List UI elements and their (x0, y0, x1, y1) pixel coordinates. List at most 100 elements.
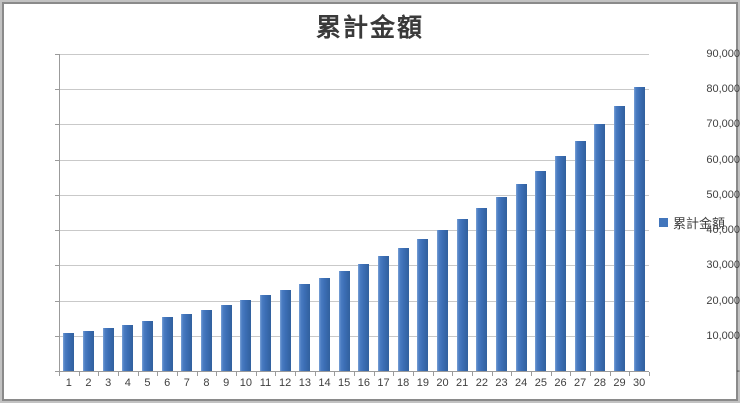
x-axis-tick-label: 10 (239, 377, 252, 389)
x-axis-tick (78, 372, 80, 376)
x-axis-tick (432, 372, 434, 376)
y-axis-tick-label: 40,000 (706, 224, 740, 237)
y-axis-tick (55, 89, 59, 91)
y-axis-tick-label: 30,000 (706, 259, 740, 272)
x-axis-tick-label: 1 (65, 377, 72, 389)
bar (437, 229, 448, 371)
x-axis-tick-label: 24 (515, 377, 528, 389)
x-axis-tick-label: 9 (223, 377, 230, 389)
gridline (59, 230, 649, 232)
x-axis-tick-label: 21 (456, 377, 469, 389)
bar (358, 263, 370, 371)
x-axis-tick-label: 19 (416, 377, 429, 389)
x-axis-tick-label: 3 (105, 377, 112, 389)
x-axis-tick (511, 372, 513, 376)
x-axis-tick-label: 18 (397, 377, 410, 389)
bar (515, 184, 527, 371)
bar (417, 239, 429, 371)
x-axis-tick-label: 27 (574, 377, 587, 389)
bar (397, 247, 409, 371)
x-axis-tick (216, 372, 218, 376)
x-axis-tick (334, 372, 336, 376)
bar (279, 289, 291, 371)
x-axis-tick (472, 372, 473, 376)
bar (240, 300, 252, 371)
y-axis-tick-label: 20,000 (706, 294, 740, 307)
gridline (59, 194, 649, 196)
x-axis-tick (118, 372, 119, 376)
y-axis-tick-label: - (736, 365, 740, 377)
bar (122, 324, 134, 371)
bar (102, 327, 114, 371)
x-axis-tick-label: 29 (613, 377, 626, 389)
x-axis-tick-label: 20 (436, 377, 449, 389)
x-axis-tick (413, 372, 414, 376)
gridline (59, 54, 649, 55)
x-axis-tick (196, 372, 198, 376)
x-axis-tick-label: 11 (259, 377, 272, 389)
bar (535, 170, 547, 371)
x-axis-tick (649, 372, 650, 376)
x-axis-tick-label: 22 (475, 377, 488, 389)
gridline (59, 335, 649, 337)
x-axis-tick (137, 372, 139, 376)
x-axis-tick-label: 5 (144, 377, 151, 389)
x-axis-tick-label: 23 (495, 377, 508, 389)
x-axis-tick-label: 26 (554, 377, 567, 389)
y-axis-tick (55, 335, 59, 337)
y-axis-tick (55, 54, 59, 55)
x-axis-tick-label: 6 (164, 377, 171, 389)
bar (181, 313, 193, 371)
x-axis-tick-label: 17 (377, 377, 390, 389)
x-axis-line (59, 371, 649, 372)
legend-label: 累計金額 (673, 216, 726, 231)
x-axis-tick (373, 372, 375, 376)
x-axis-tick (255, 372, 257, 376)
bar (201, 309, 212, 371)
x-axis-tick-label: 13 (298, 377, 311, 389)
gridline (59, 300, 649, 302)
y-axis-tick-label: 80,000 (706, 83, 740, 96)
bar (220, 305, 232, 371)
x-axis-tick (452, 372, 454, 376)
x-axis-tick (570, 372, 572, 376)
y-axis-tick-label: 70,000 (706, 118, 740, 131)
x-axis-tick-label: 8 (203, 377, 210, 389)
gridline (59, 159, 649, 161)
bar (83, 330, 94, 371)
gridline (59, 124, 649, 126)
x-axis-tick (157, 372, 159, 376)
plot-area (59, 54, 649, 372)
x-axis-tick-label: 2 (85, 377, 92, 389)
x-axis-tick-label: 30 (633, 377, 646, 389)
bar (161, 317, 173, 371)
y-axis-tick-label: 60,000 (706, 153, 740, 166)
bar (476, 208, 488, 371)
x-axis-tick-label: 12 (279, 377, 292, 389)
bar (260, 295, 271, 371)
x-axis-tick-label: 4 (124, 377, 131, 389)
y-axis-tick (55, 159, 59, 161)
x-axis-tick (550, 372, 552, 376)
x-axis-tick-label: 14 (318, 377, 331, 389)
chart-title: 累計金額 (315, 15, 424, 42)
y-axis-tick (55, 265, 59, 267)
y-axis-tick (55, 300, 59, 302)
x-axis-tick (629, 372, 631, 376)
bar (574, 140, 586, 371)
bar (338, 271, 350, 371)
y-axis-tick (55, 124, 59, 126)
x-axis-tick (491, 372, 493, 376)
x-axis-tick-label: 28 (593, 377, 606, 389)
gridline (59, 89, 649, 91)
bar (633, 87, 645, 371)
bar (496, 196, 507, 371)
bar (319, 277, 330, 371)
y-axis-tick-label: 90,000 (706, 48, 740, 60)
x-axis-tick-label: 15 (338, 377, 351, 389)
x-axis-tick (531, 372, 532, 376)
x-axis-tick (590, 372, 591, 376)
bar (456, 219, 468, 371)
bar (299, 284, 311, 371)
